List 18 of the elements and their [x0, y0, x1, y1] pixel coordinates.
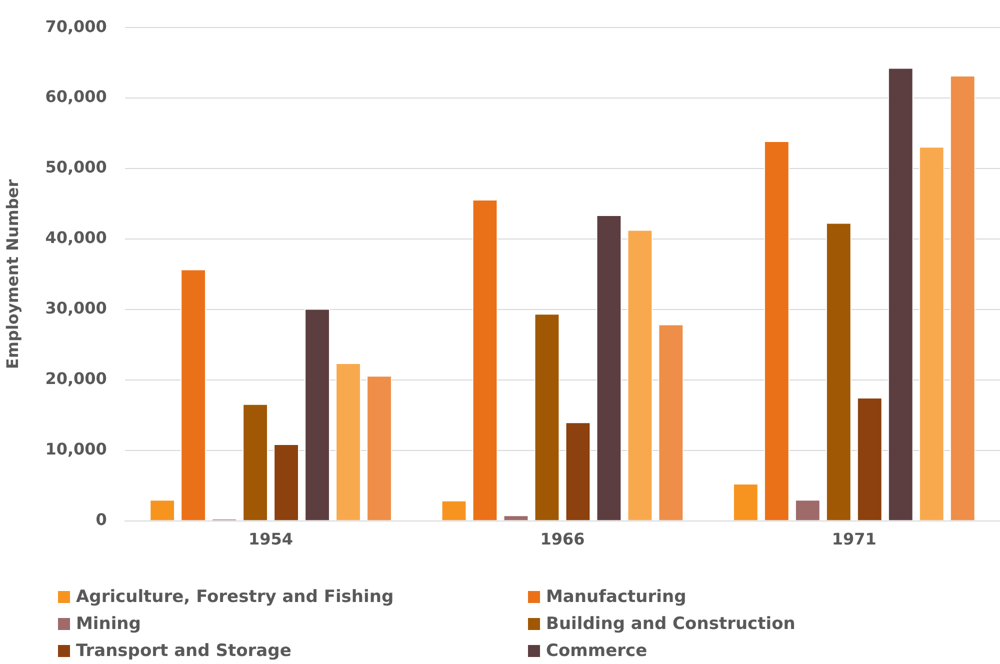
- y-tick-label: 20,000: [45, 369, 107, 388]
- y-tick-label: 60,000: [45, 87, 107, 106]
- legend-label: Mining: [76, 614, 141, 634]
- y-tick-label: 40,000: [45, 228, 107, 248]
- x-tick-label: 1971: [832, 530, 876, 549]
- y-tick-label: 70,000: [45, 16, 107, 36]
- legend-label: Commerce: [546, 641, 648, 661]
- y-tick-label: 50,000: [45, 158, 107, 177]
- legend-label: Transport and Storage: [76, 641, 292, 661]
- legend-label: Building and Construction: [546, 614, 796, 634]
- y-tick-label: 0: [96, 510, 107, 529]
- legend-label: Agriculture, Forestry and Fishing: [76, 587, 394, 607]
- y-axis-title: Employment Number: [2, 179, 22, 370]
- y-tick-label: 30,000: [45, 298, 107, 318]
- y-tick-label: 10,000: [45, 440, 107, 458]
- x-tick-label: 1954: [248, 530, 294, 549]
- legend-label: Manufacturing: [546, 587, 686, 607]
- x-tick-label: 1966: [540, 530, 585, 549]
